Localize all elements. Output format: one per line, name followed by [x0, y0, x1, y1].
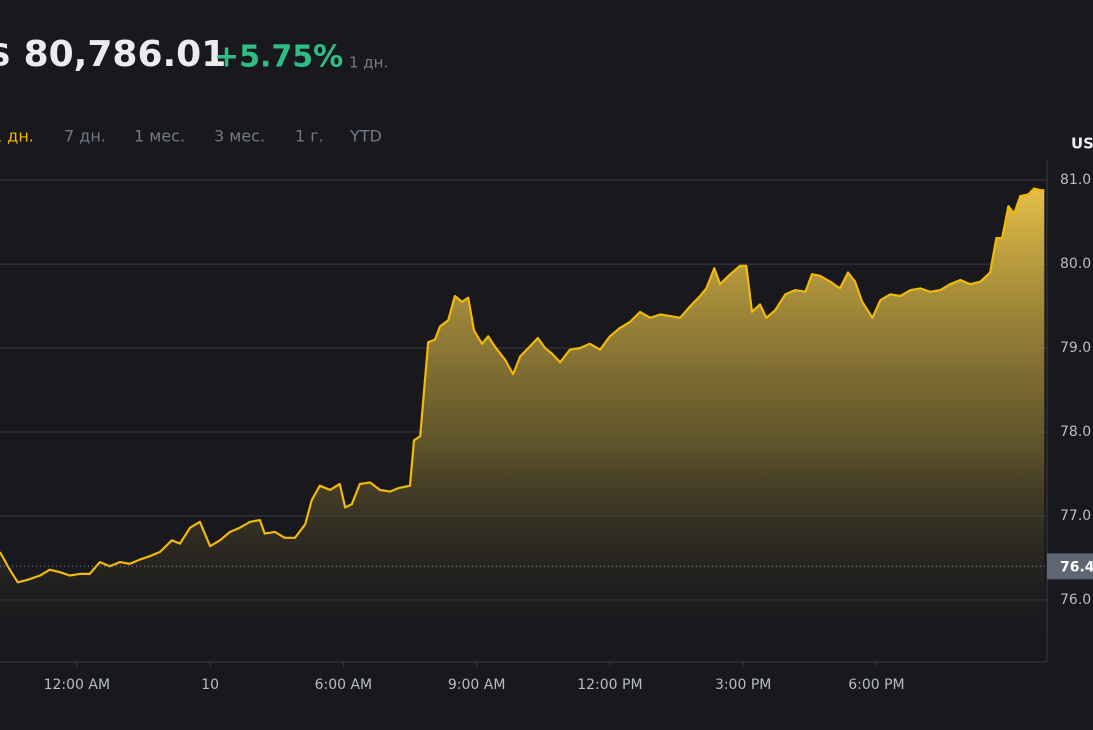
- tab[interactable]: 3 мес.: [214, 127, 265, 146]
- current-price-box: [1047, 553, 1093, 580]
- tab[interactable]: 1 дн.: [0, 127, 34, 146]
- y-tick-label: 80.0: [1060, 256, 1091, 272]
- x-tick-label: 10: [201, 677, 219, 693]
- x-tick-label: 12:00 AM: [44, 677, 110, 693]
- y-tick-label: 81.0: [1060, 172, 1091, 188]
- x-tick-label: 12:00 PM: [577, 677, 642, 693]
- y-tick-label: 79.0: [1060, 340, 1091, 356]
- y-tick-label: 77.0: [1060, 508, 1091, 524]
- change: +5.75%: [214, 40, 343, 75]
- x-tick-label: 6:00 AM: [315, 677, 373, 693]
- price-line: [0, 187, 1045, 584]
- tab[interactable]: 1 мес.: [134, 127, 185, 146]
- y-tick-label: 78.0: [1060, 424, 1091, 440]
- price: $ 80,786.01: [0, 34, 226, 75]
- x-tick-label: 9:00 AM: [448, 677, 506, 693]
- x-tick-label: 3:00 PM: [715, 677, 771, 693]
- y-unit: USD: [1071, 135, 1093, 153]
- tab[interactable]: 1 г.: [295, 127, 324, 146]
- period: 1 дн.: [349, 54, 388, 72]
- price-area: [0, 188, 1045, 662]
- current-price-label: 76.4: [1060, 559, 1093, 575]
- x-tick-label: 6:00 PM: [848, 677, 904, 693]
- y-tick-label: 76.0: [1060, 592, 1091, 608]
- tab[interactable]: YTD: [349, 127, 382, 146]
- tab[interactable]: 7 дн.: [64, 127, 106, 146]
